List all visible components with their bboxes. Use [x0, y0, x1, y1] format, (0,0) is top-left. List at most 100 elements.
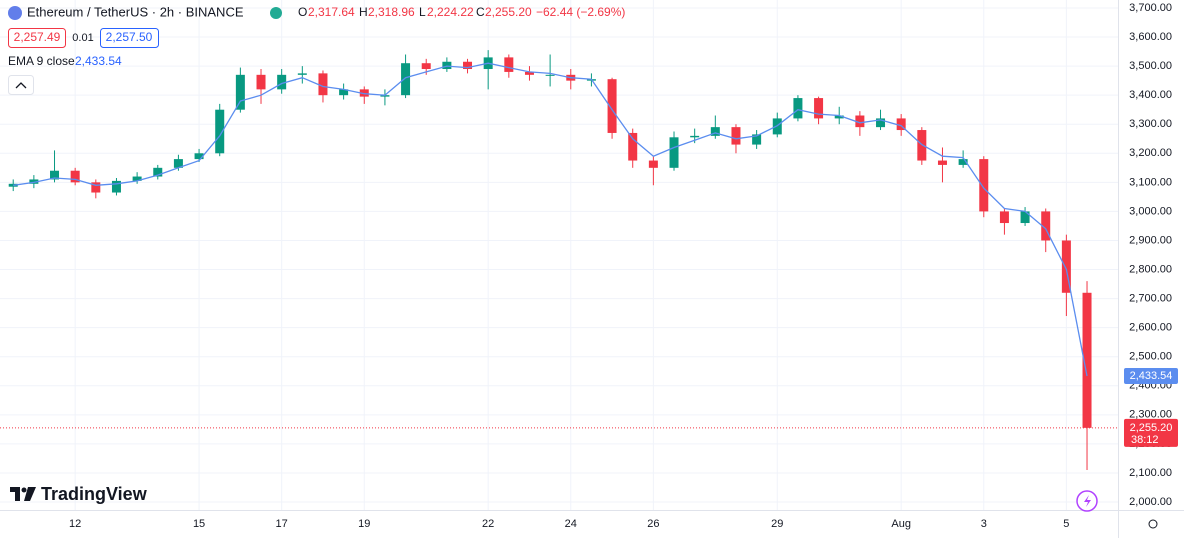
candle-body [896, 118, 906, 131]
candle-body [545, 74, 555, 76]
x-tick-label: 5 [1063, 518, 1069, 530]
ohlc-value: 2,318.96 [368, 5, 415, 19]
candle-body [421, 63, 431, 70]
x-tick-label: 3 [981, 518, 987, 530]
candle-body [401, 63, 411, 96]
y-tick-label: 2,700.00 [1129, 292, 1172, 304]
y-tick-label: 2,000.00 [1129, 496, 1172, 508]
ohlc-key: L [419, 5, 426, 19]
candle-body [359, 89, 369, 97]
candle-body [50, 170, 60, 180]
candle-body [524, 71, 534, 75]
candle-body [235, 74, 245, 110]
candle-body [70, 170, 80, 183]
ohlc-key: O [298, 5, 307, 19]
candle-body [173, 159, 183, 168]
candle-body [731, 127, 741, 145]
price-tag-label: 2,255.20 [1130, 422, 1173, 434]
ohlc-value: 2,224.22 [427, 5, 474, 19]
logo-text: TradingView [41, 484, 148, 504]
alert-bolt [1084, 495, 1091, 507]
candle-body [793, 98, 803, 119]
candle-body [855, 115, 865, 128]
candle-body [710, 127, 720, 136]
candle-body [504, 57, 514, 72]
candle-body [318, 73, 328, 96]
candle-body [690, 135, 700, 138]
candle-body [297, 73, 307, 75]
indicator-value: 2,433.54 [75, 54, 122, 68]
x-tick-label: 12 [69, 518, 81, 530]
y-tick-label: 2,100.00 [1129, 467, 1172, 479]
y-tick-label: 3,000.00 [1129, 205, 1172, 217]
x-tick-label: 22 [482, 518, 494, 530]
candle-body [979, 159, 989, 212]
candle-body [1041, 211, 1051, 241]
settings-icon[interactable] [1148, 519, 1158, 529]
candle-body [814, 98, 824, 119]
candle-body [256, 74, 266, 90]
candle-body [1082, 292, 1092, 428]
spread: 0.01 [72, 32, 93, 44]
y-tick-label: 2,800.00 [1129, 263, 1172, 275]
ohlc-value: 2,255.20 [485, 5, 532, 19]
candle-body [937, 160, 947, 165]
candle-body [834, 115, 844, 119]
market-status [270, 7, 282, 19]
y-tick-label: 2,600.00 [1129, 322, 1172, 334]
y-tick-label: 3,200.00 [1129, 147, 1172, 159]
sell-box[interactable] [8, 28, 66, 48]
candle-body [463, 61, 473, 70]
ohlc-change: −62.44 (−2.69%) [536, 5, 625, 19]
ohlc-header: O 2,317.64 H 2,318.96 L 2,224.22 C 2,255… [298, 5, 625, 19]
candle-body [215, 109, 225, 154]
x-tick-label: 24 [565, 518, 577, 530]
candle-body [648, 160, 658, 168]
candle-body [29, 179, 39, 184]
candle-body [339, 89, 349, 96]
x-tick-label: Aug [891, 518, 911, 530]
bid-price: 2,257.49 [14, 30, 61, 44]
y-tick-label: 3,500.00 [1129, 60, 1172, 72]
candle-body [277, 74, 287, 90]
candle-body [442, 61, 452, 70]
ohlc-value: 2,317.64 [308, 5, 355, 19]
candle-body [91, 182, 101, 193]
candle-body [1020, 211, 1030, 224]
countdown-label: 38:12 [1131, 434, 1159, 446]
ask-price: 2,257.50 [106, 30, 153, 44]
candle-body [999, 211, 1009, 224]
x-tick-label: 15 [193, 518, 205, 530]
y-tick-label: 2,500.00 [1129, 351, 1172, 363]
x-tick-label: 17 [276, 518, 288, 530]
ohlc-key: C [476, 5, 485, 19]
symbol-icon [8, 6, 22, 20]
y-tick-label: 3,300.00 [1129, 118, 1172, 130]
candle-body [194, 153, 204, 160]
y-tick-label: 3,400.00 [1129, 89, 1172, 101]
candle-body [132, 176, 142, 181]
candle-body [628, 132, 638, 161]
y-tick-label: 3,100.00 [1129, 176, 1172, 188]
collapse-button[interactable] [8, 75, 34, 95]
buy-box[interactable] [100, 28, 159, 48]
logo: TradingView [10, 484, 148, 504]
candle-body [153, 167, 163, 177]
y-tick-label: 2,900.00 [1129, 234, 1172, 246]
y-tick-label: 2,300.00 [1129, 409, 1172, 421]
collapse-icon [15, 82, 27, 89]
symbol-title[interactable]: Ethereum / TetherUS · 2h · BINANCE [27, 4, 244, 19]
x-tick-label: 29 [771, 518, 783, 530]
candle-body [876, 118, 886, 128]
price-tag [1124, 418, 1178, 447]
ema-tag-label: 2,433.54 [1130, 370, 1173, 382]
ema-line [13, 62, 1088, 377]
candle-body [1061, 240, 1071, 293]
candle-body [669, 137, 679, 168]
candle-body [752, 134, 762, 145]
x-tick-label: 19 [358, 518, 370, 530]
indicator-name: EMA 9 close [8, 54, 75, 68]
y-tick-label: 3,600.00 [1129, 31, 1172, 43]
